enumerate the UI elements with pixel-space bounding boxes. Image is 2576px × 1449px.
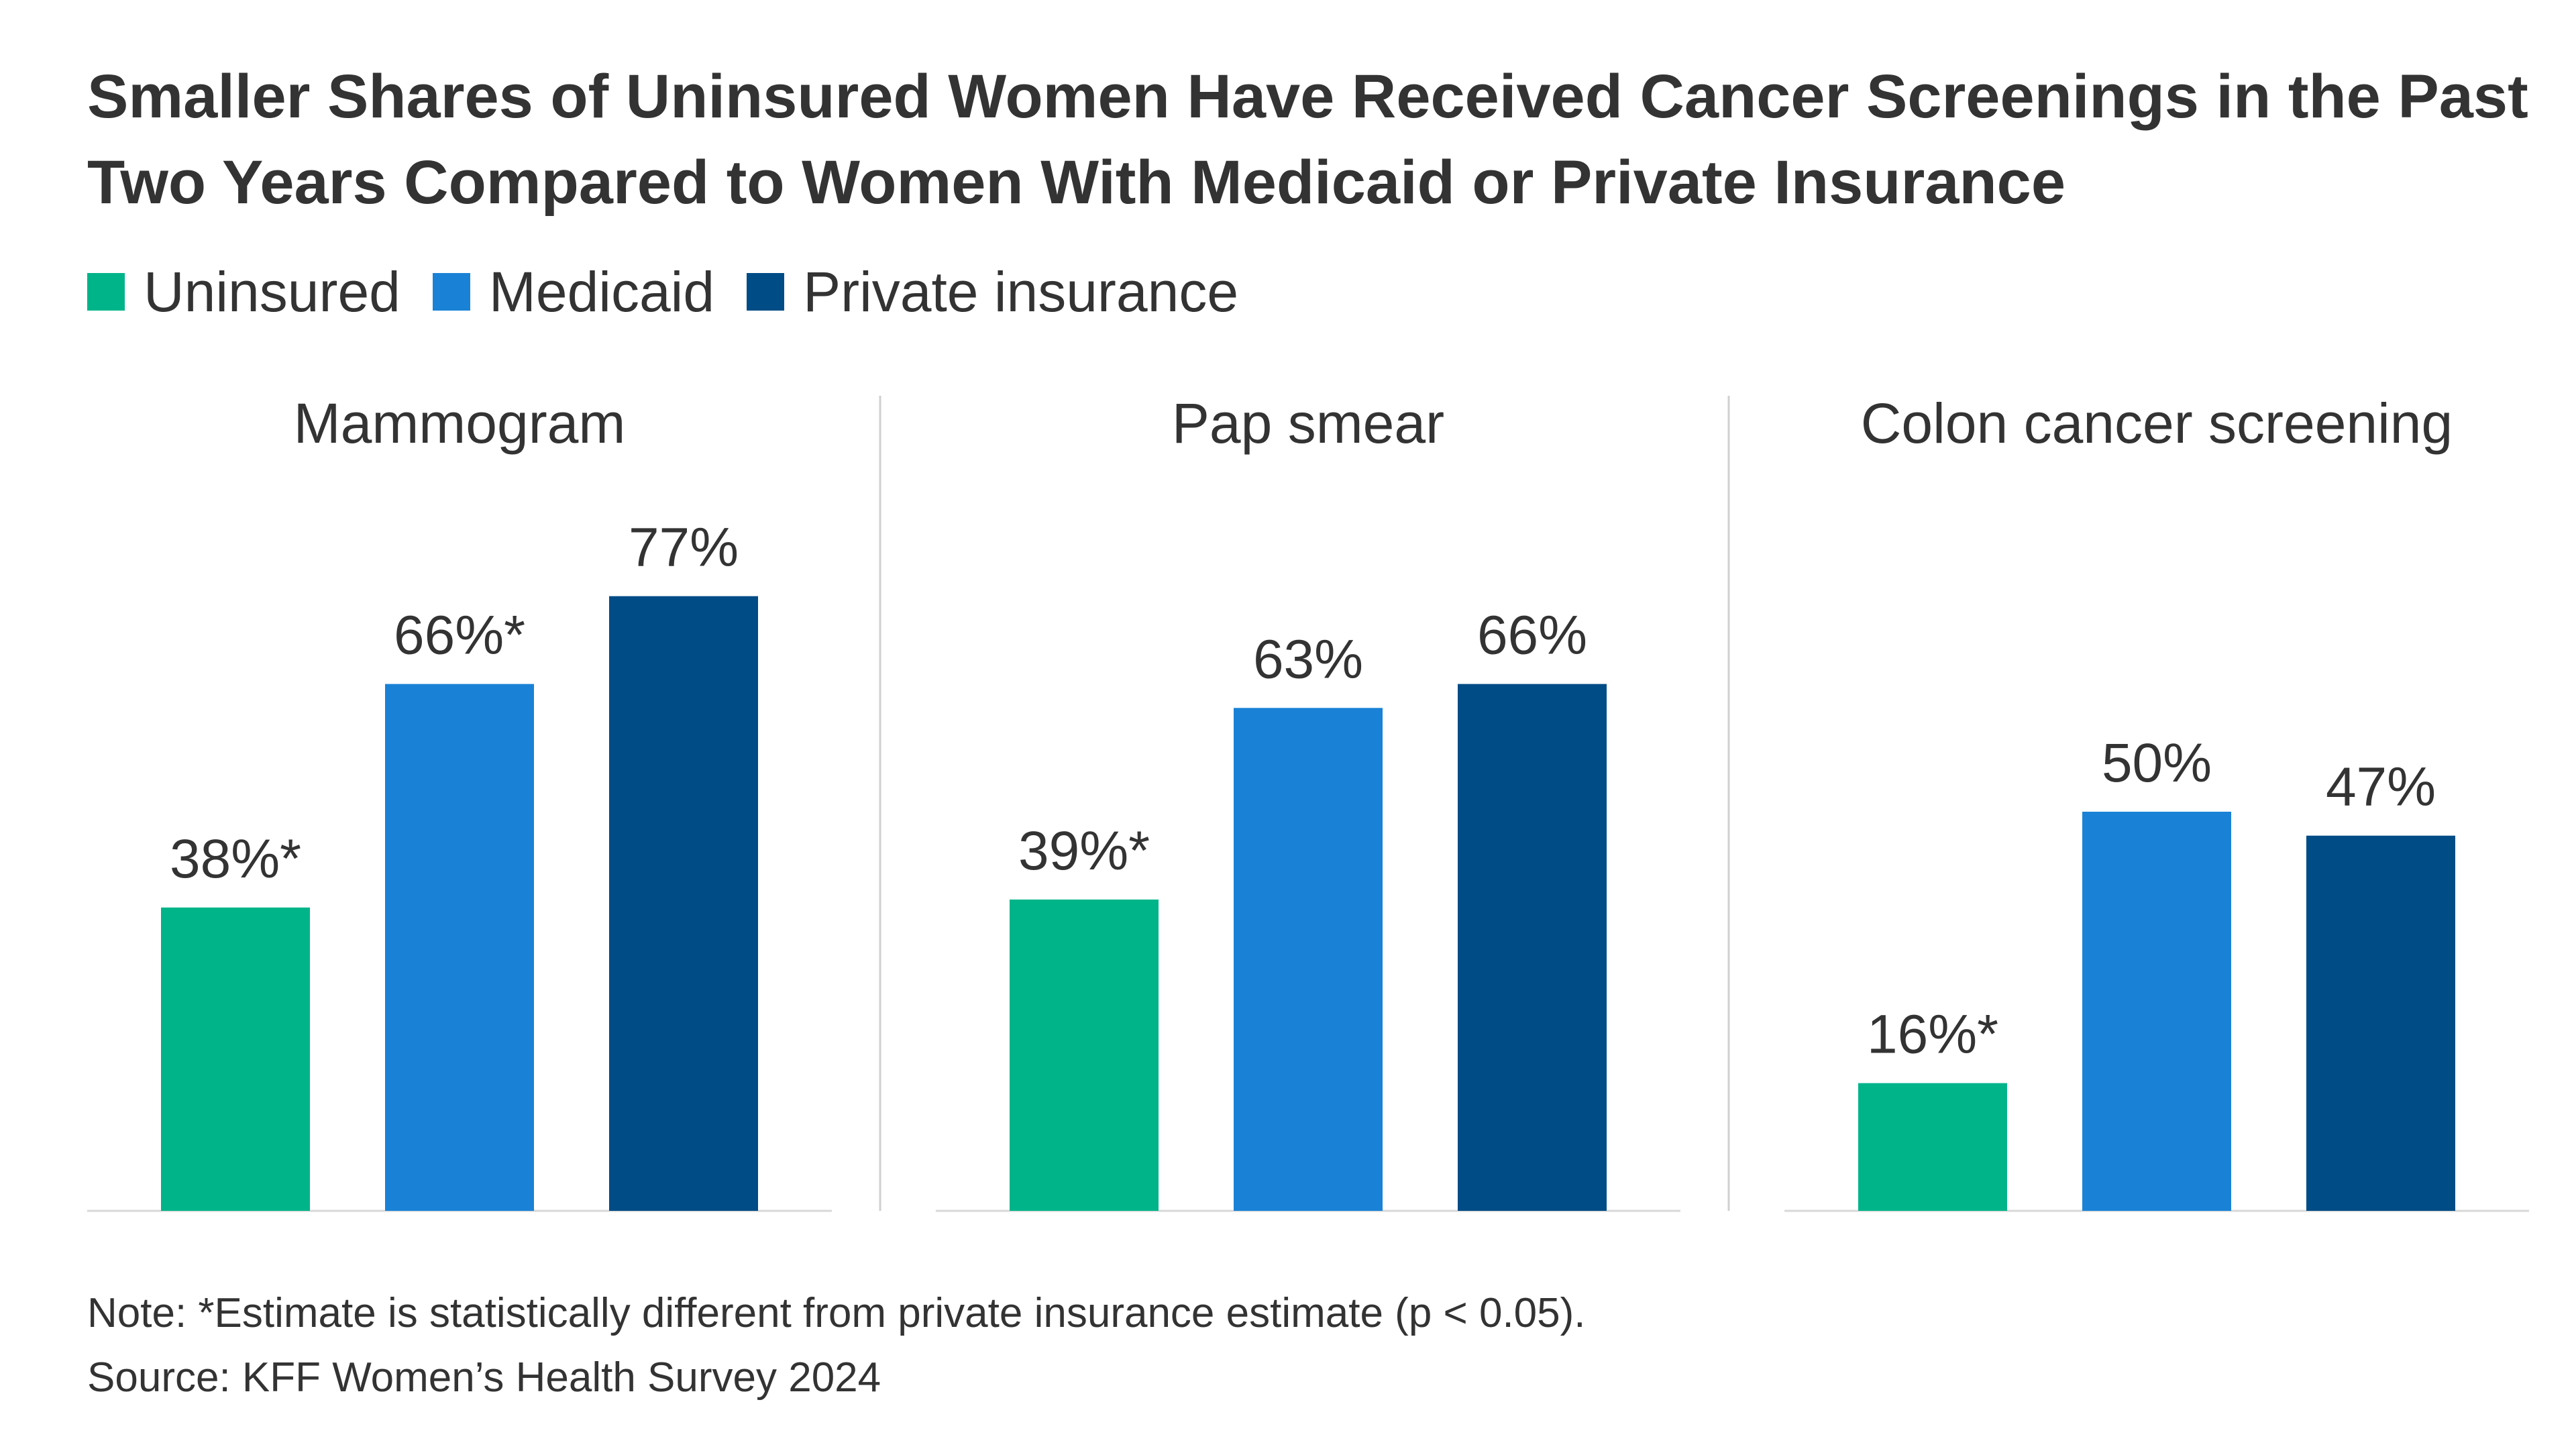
notes: Note: *Estimate is statistically differe… (87, 1281, 1586, 1410)
chart-title: Smaller Shares of Uninsured Women Have R… (87, 62, 2528, 217)
note-text: Note: *Estimate is statistically differe… (87, 1290, 1586, 1336)
bar (2306, 835, 2455, 1211)
legend-swatch-private-insurance (747, 273, 785, 311)
data-label: 50% (2102, 733, 2212, 794)
bar (1010, 899, 1159, 1211)
legend-item-medicaid: Medicaid (432, 260, 715, 325)
data-label: 38%* (170, 828, 301, 890)
bar (1858, 1083, 2007, 1211)
data-label: 63% (1253, 629, 1363, 690)
legend-item-private-insurance: Private insurance (747, 260, 1238, 325)
legend-item-uninsured: Uninsured (87, 260, 400, 325)
data-label: 66%* (394, 605, 525, 666)
bar (609, 596, 758, 1211)
panel-title: Pap smear (1172, 392, 1444, 455)
legend-label-private-insurance: Private insurance (803, 260, 1239, 323)
source-text: Source: KFF Women’s Health Survey 2024 (87, 1354, 881, 1401)
legend: Uninsured Medicaid Private insurance (87, 255, 1271, 329)
legend-label-medicaid: Medicaid (488, 260, 715, 323)
legend-label-uninsured: Uninsured (144, 260, 400, 323)
data-label: 66% (1477, 605, 1587, 666)
data-label: 16%* (1867, 1004, 1998, 1065)
bar (2082, 812, 2231, 1211)
bar-chart: Mammogram 38%* 66%* 77% Pap smear 39%* 63% 66% C… (87, 392, 2529, 1212)
panel-title: Mammogram (294, 392, 626, 455)
data-label: 47% (2326, 757, 2436, 818)
bar (1458, 684, 1607, 1211)
bar (385, 684, 534, 1211)
legend-swatch-medicaid (432, 273, 470, 311)
data-label: 77% (629, 517, 739, 578)
legend-swatch-uninsured (87, 273, 125, 311)
bar (1234, 708, 1383, 1211)
bar (161, 907, 310, 1211)
panel-title: Colon cancer screening (1861, 392, 2453, 455)
data-label: 39%* (1018, 820, 1150, 881)
